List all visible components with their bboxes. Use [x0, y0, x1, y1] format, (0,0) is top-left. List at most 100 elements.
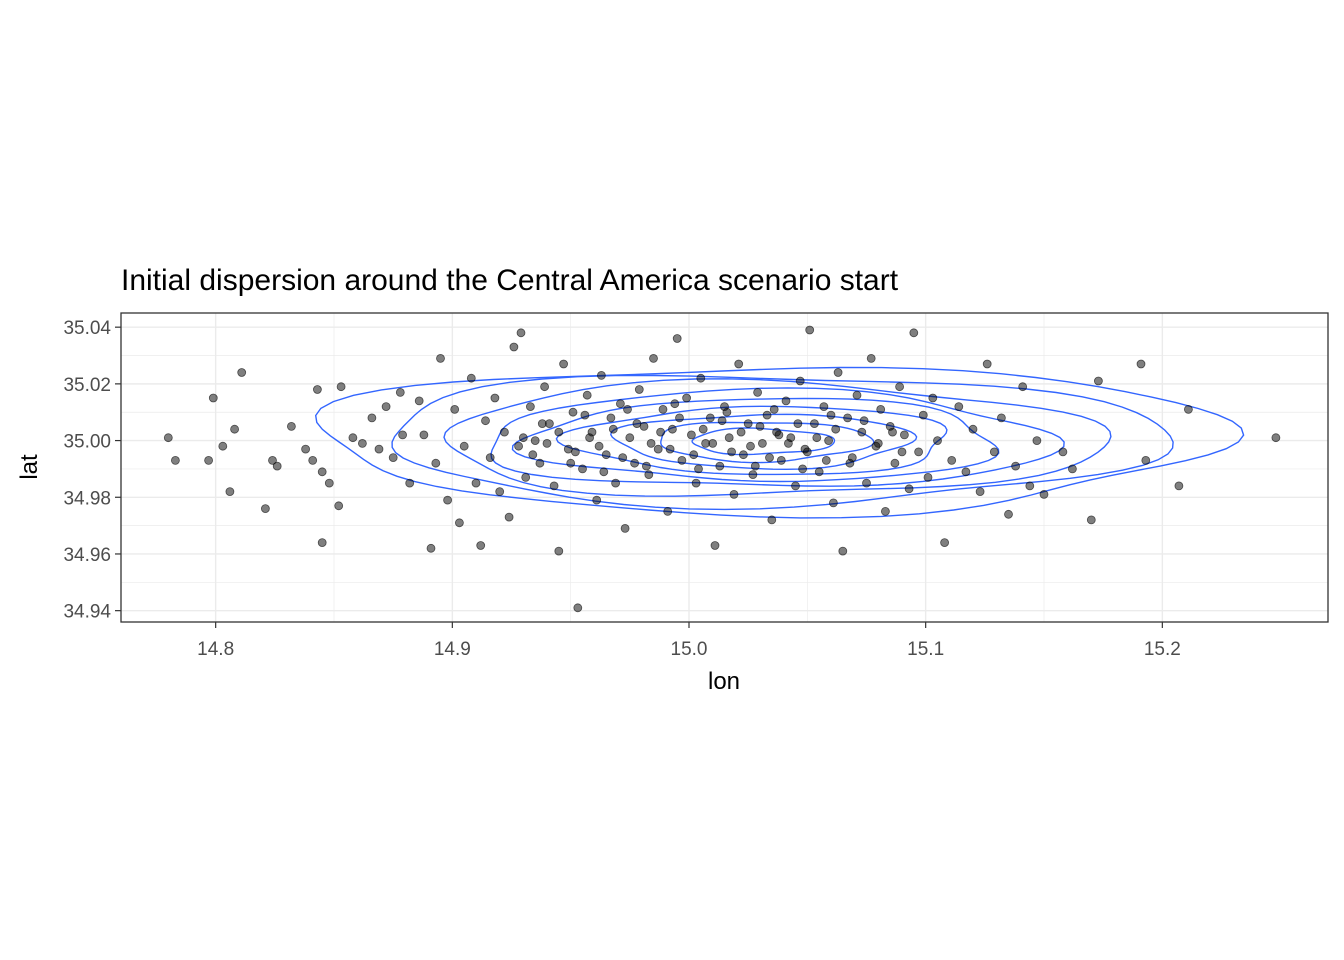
scatter-point — [559, 359, 568, 369]
scatter-point — [499, 427, 509, 437]
scatter-point — [947, 455, 957, 465]
scatter-point — [765, 453, 774, 463]
x-tick-label: 15.2 — [1144, 639, 1181, 660]
scatter-point — [644, 470, 654, 480]
scatter-point — [968, 424, 978, 434]
scatter-point — [923, 472, 933, 482]
scatter-point — [677, 455, 687, 465]
scatter-point — [812, 433, 822, 443]
scatter-point — [582, 390, 592, 400]
scatter-point — [838, 546, 848, 556]
y-tick-label: 35.04 — [63, 318, 111, 339]
scatter-point — [705, 413, 715, 423]
scatter-point — [268, 455, 277, 465]
scatter-point — [549, 481, 559, 491]
x-tick-label: 14.8 — [197, 639, 234, 660]
scatter-point — [317, 467, 327, 477]
scatter-point — [1018, 382, 1028, 392]
scatter-point — [897, 447, 907, 457]
scatter-point — [170, 455, 180, 465]
scatter-point — [611, 478, 620, 488]
scatter-point — [208, 393, 218, 403]
scatter-point — [540, 382, 549, 392]
scatter-point — [781, 396, 791, 406]
scatter-point — [904, 484, 914, 494]
scatter-point — [656, 427, 665, 437]
scatter-point — [618, 453, 628, 463]
scatter-point — [687, 430, 696, 440]
scatter-point — [1058, 447, 1068, 457]
scatter-point — [750, 461, 760, 471]
scatter-point — [272, 461, 282, 471]
scatter-point — [829, 498, 838, 508]
scatter-point — [431, 458, 441, 468]
scatter-point — [918, 410, 928, 420]
scatter-point — [928, 393, 938, 403]
scatter-point — [881, 506, 890, 516]
scatter-point — [933, 436, 942, 446]
scatter-point — [734, 359, 744, 369]
scatter-point — [1094, 376, 1103, 386]
scatter-point — [866, 353, 876, 363]
scatter-point — [466, 373, 476, 383]
scatter-point — [514, 441, 523, 451]
scatter-point — [632, 419, 642, 429]
scatter-point — [755, 421, 765, 431]
scatter-point — [845, 458, 855, 468]
scatter-point — [753, 387, 762, 397]
scatter-point — [521, 472, 531, 482]
scatter-point — [592, 495, 602, 505]
scatter-point — [485, 453, 495, 463]
scatter-point — [573, 603, 583, 613]
scatter-point — [1004, 509, 1013, 519]
x-axis-label: lon — [708, 668, 740, 695]
scatter-point — [260, 504, 270, 514]
scatter-point — [336, 382, 346, 392]
scatter-point — [989, 447, 999, 457]
scatter-point — [620, 524, 630, 533]
scatter-point — [554, 427, 564, 437]
scatter-point — [594, 441, 604, 451]
scatter-point — [225, 487, 235, 497]
scatter-point — [357, 438, 367, 448]
scatter-point — [580, 410, 590, 420]
scatter-point — [802, 447, 812, 457]
density-contour-line — [691, 427, 836, 456]
scatter-point — [1136, 359, 1146, 369]
scatter-point — [334, 501, 344, 511]
scatter-point — [566, 458, 576, 468]
scatter-point — [961, 467, 971, 477]
scatter-point — [791, 481, 800, 491]
scatter-point — [490, 393, 500, 403]
scatter-point — [900, 430, 909, 440]
scatter-point — [646, 438, 656, 448]
scatter-point — [715, 461, 725, 471]
scatter-point — [1086, 515, 1096, 525]
scatter-point — [668, 424, 677, 434]
scatter-point — [649, 353, 658, 363]
scatter-point — [237, 368, 247, 377]
scatter-point — [526, 402, 535, 412]
scatter-point — [317, 538, 327, 547]
scatter-point — [601, 450, 611, 460]
y-tick-label: 34.98 — [63, 488, 111, 509]
scatter-point — [454, 518, 464, 528]
scatter-point — [436, 353, 445, 363]
scatter-point — [537, 419, 547, 429]
scatter-point — [554, 546, 564, 556]
scatter-point — [975, 487, 985, 497]
scatter-point — [776, 455, 786, 465]
scatter-point — [743, 419, 753, 429]
scatter-point — [535, 458, 545, 468]
scatter-point — [450, 404, 460, 414]
scatter-point — [578, 464, 587, 474]
scatter-point — [843, 413, 852, 423]
y-tick-label: 35.00 — [63, 432, 111, 453]
scatter-point — [218, 441, 228, 451]
scatter-point — [826, 410, 836, 420]
scatter-point — [163, 433, 173, 443]
scatter-point — [414, 396, 424, 406]
scatter-point — [694, 464, 703, 474]
density-contour-line — [443, 378, 1112, 497]
